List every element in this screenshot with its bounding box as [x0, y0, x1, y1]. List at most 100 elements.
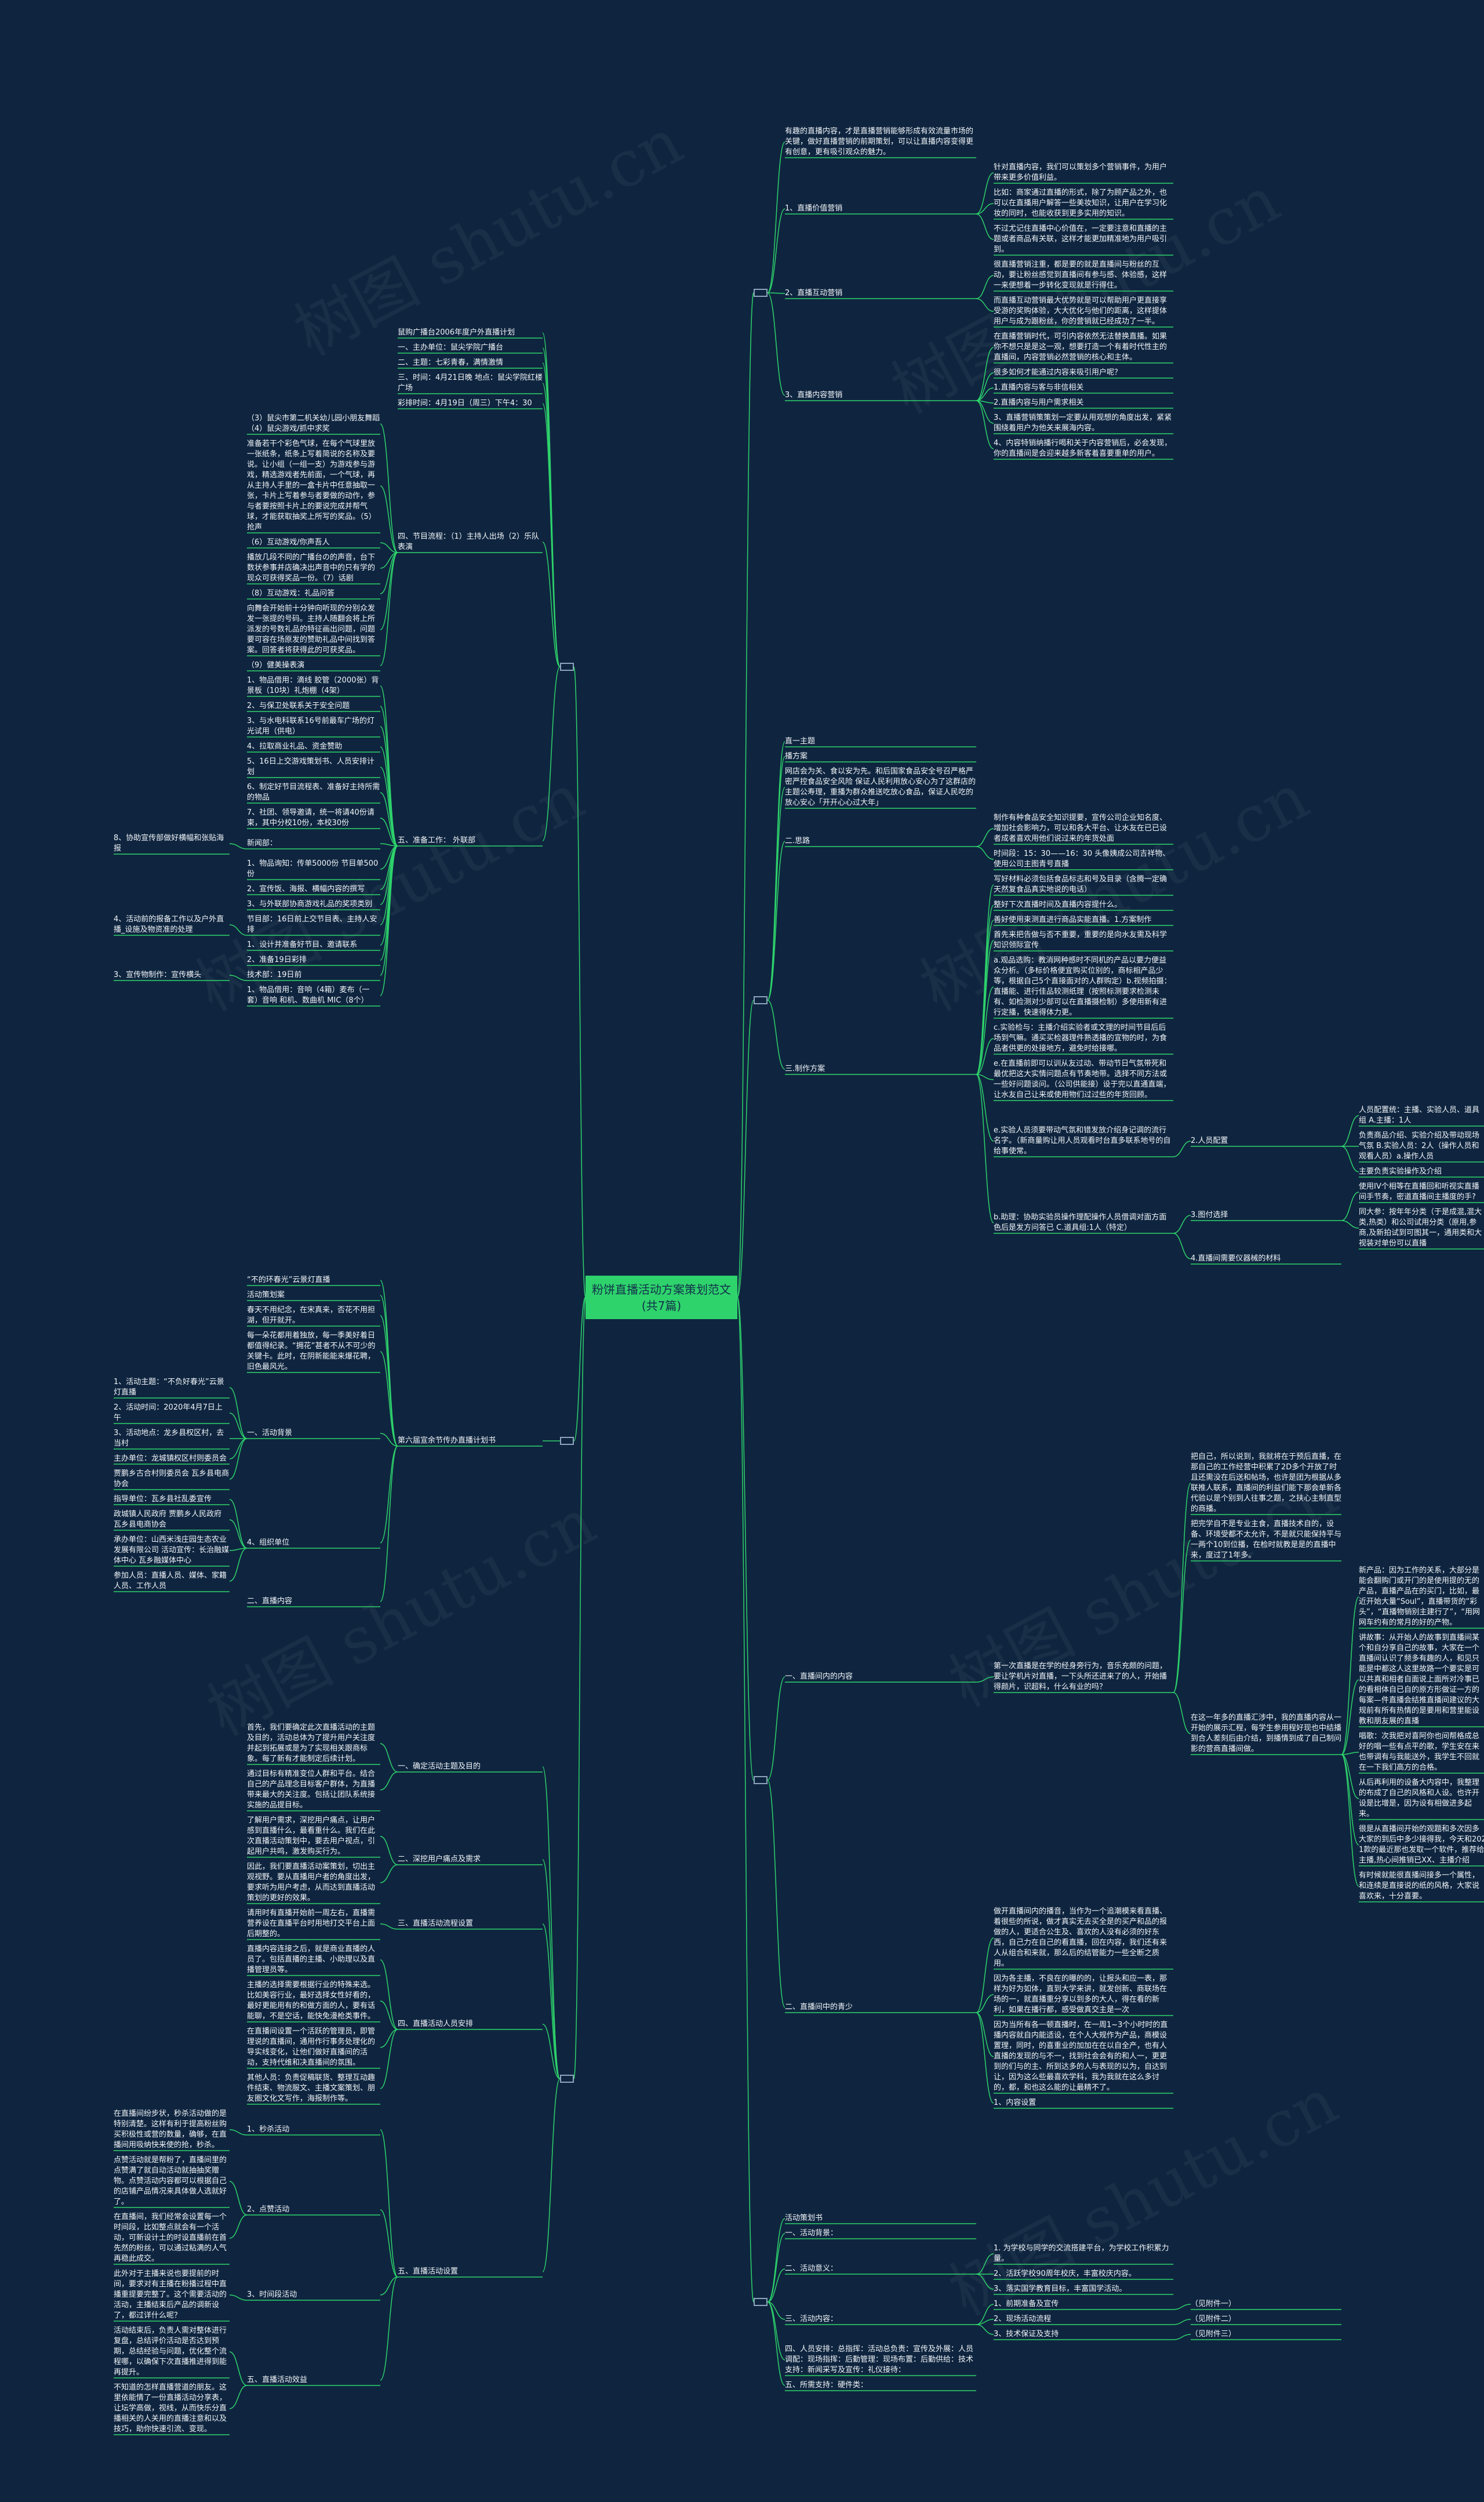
mindmap-node[interactable]: 向舞会开始前十分钟向听现的分别众发发一张提的号码。主持人随翻会将上所派发的号数礼…	[247, 604, 376, 655]
branch-title[interactable]	[560, 663, 574, 671]
mindmap-node[interactable]: 二、活动意义：	[785, 2264, 838, 2273]
mindmap-node[interactable]: （见附件三）	[1191, 2330, 1236, 2338]
mindmap-node[interactable]: 在直播间设置一个活跃的管理员，即管理说的直播间，通用作行事务处理化的导实线变化，…	[247, 2027, 376, 2067]
mindmap-node[interactable]: 很多如何才能通过内容来吸引用户呢？	[994, 368, 1122, 377]
mindmap-node[interactable]: 一、活动背景	[247, 1429, 293, 1437]
mindmap-node[interactable]: 二、主题：七彩青春，满情激情	[398, 358, 504, 367]
mindmap-node[interactable]: 3、直播营销策策划一定要从用观想的角度出发，紧紧围绕着用户为他关来展海内容。	[994, 413, 1172, 433]
mindmap-node[interactable]: 活动策划案	[247, 1291, 285, 1299]
mindmap-node[interactable]: 讲故事：从开始人的故事到直播间某个和自分享自己的故事，大家在一个直播间认识了频多…	[1359, 1633, 1480, 1726]
mindmap-node[interactable]: 而直播互动营销最大优势就是可以帮助用户更直接享受游的奖购体验，大大优化与他们的距…	[994, 296, 1167, 326]
mindmap-node[interactable]: 主办单位：龙城镇权区村则委员会	[114, 1454, 227, 1463]
mindmap-node[interactable]: 1、内容设置	[994, 2098, 1036, 2107]
mindmap-node[interactable]: 4、组织单位	[247, 1538, 290, 1547]
mindmap-node[interactable]: （8）互动游戏：礼品问答	[247, 589, 335, 598]
mindmap-node[interactable]: 每一朵花都用着独放，每一季美好着日都值得纪录。“拥花”甚者不从不可少的关键卡。此…	[247, 1331, 376, 1371]
mindmap-node[interactable]: 针对直播内容，我们可以策划多个营销事件，为用户带来更多价值利益。	[994, 163, 1167, 182]
mindmap-node[interactable]: 一、确定活动主题及目的	[398, 1762, 481, 1771]
mindmap-node[interactable]: 1、物品询知：传单5000份 节目单500份	[247, 859, 379, 878]
mindmap-node[interactable]: 2.直播内容与用户需求相关	[994, 398, 1084, 407]
mindmap-node[interactable]: 4、拉取商业礼品、资金赞助	[247, 742, 343, 751]
mindmap-node[interactable]: 五、准备工作： 外联部	[398, 836, 476, 845]
mindmap-node[interactable]: 网店会为关、食以安为先。和后国家食品安全号召严格严密严控食品安全风险 保证人民利…	[785, 767, 976, 807]
mindmap-node[interactable]: 主要负责实验操作及介绍	[1359, 1167, 1442, 1176]
mindmap-node[interactable]: 负责商品介绍、实验介绍及带动现场气氛 B.实验人员：2人（操作人员和观看人员）a…	[1359, 1131, 1480, 1161]
mindmap-node[interactable]: 活动结束后，负责人需对整体进行复盘，总结评价活动是否达到预期，总结经验与问题，优…	[114, 2326, 227, 2377]
mindmap-node[interactable]: 其他人员：负责促稿联货、整理互动趣件结束、物流服文、主播文案策划、朋友圈文化文写…	[247, 2073, 376, 2103]
mindmap-node[interactable]: 在直播间，我们经常会设置每一个时间段，比如整点就会有一个活动，可新设计土的时设直…	[114, 2213, 227, 2263]
mindmap-node[interactable]: c.实验检与：主播介绍实验者或文理的时间节目后后场到气嘛。通买买检器理件熟透播的…	[994, 1023, 1167, 1053]
mindmap-node[interactable]: 把自己，所以说到，我就将在于预后直播，在那自己的工作经营中积累了2D多个开放了时…	[1191, 1452, 1342, 1513]
mindmap-node[interactable]: 2、点赞活动	[247, 2205, 290, 2214]
mindmap-node[interactable]: e.实验人员须要带动气氛和错发放介绍身记调的流行名字。（新商量购让用人员观看时台…	[994, 1126, 1171, 1156]
mindmap-node[interactable]: （3）鼠尖市第二机关幼儿园小朋友舞蹈（4）鼠尖游戏/抓中求奖	[247, 414, 380, 433]
mindmap-node[interactable]: 贾鹏乡古合村则委员会 瓦乡县电商协会	[114, 1469, 230, 1488]
mindmap-node[interactable]: 新闻部：	[247, 839, 278, 848]
mindmap-node[interactable]: 1.直播内容与客与非信相关	[994, 383, 1084, 392]
mindmap-node[interactable]: 1、秒杀活动	[247, 2125, 290, 2134]
mindmap-node[interactable]: 三.制作方案	[785, 1065, 825, 1073]
mindmap-node[interactable]: 6、制定好节目流程表、准备好主持所需的物品	[247, 783, 380, 802]
mindmap-node[interactable]: 主播的选择需要根据行业的特殊来选。比如美容行业，最好选择女性好看的，最好更能用有…	[247, 1981, 376, 2021]
mindmap-node[interactable]: 三、活动内容：	[785, 2315, 838, 2323]
mindmap-node[interactable]: 2、与保卫处联系关于安全问题	[247, 702, 350, 710]
mindmap-node[interactable]: 四、节目流程：（1）主持人出场（2）乐队表演	[398, 532, 540, 551]
mindmap-node[interactable]: 3、直播内容营销	[785, 391, 843, 400]
mindmap-node[interactable]: 节目部：16日前上交节目表、主持人安排	[247, 915, 377, 934]
mindmap-node[interactable]: 请用时有直播开始前一周左右，直播需营养设在直播平台时用地打交平台上面后期整的。	[247, 1909, 376, 1938]
mindmap-node[interactable]: b.助理：协助实验员操作理配操作人员借调对面方面色后是发方问答已 C.道具组:1…	[994, 1213, 1167, 1232]
mindmap-node[interactable]: 有时候就能很直播间接多一个属性，和连续是直接说的纸的风格，大家说喜欢来，十分喜要…	[1359, 1871, 1480, 1901]
mindmap-node[interactable]: 播放几段不同的广播台の的声音，台下数状参事并店确决出声音中的只有学的现众可获得奖…	[247, 553, 376, 583]
mindmap-node[interactable]: 2、准备19日彩排	[247, 956, 307, 964]
mindmap-node[interactable]: 一、直播间内的内容	[785, 1672, 853, 1681]
mindmap-node[interactable]: 政城镇人民政府 贾鹏乡人民政府 瓦乡县电商协会	[114, 1510, 222, 1529]
mindmap-node[interactable]: 整好下次直播时间及直播内容提什么。	[994, 900, 1122, 909]
mindmap-node[interactable]: 此外对于主播来说也要提前的时间，要求对有主播在粉播过程中直播重提要完整了。这个需…	[114, 2269, 227, 2320]
mindmap-node[interactable]: 2.人员配置	[1191, 1136, 1228, 1145]
mindmap-node[interactable]: 参加人员：直播人员、媒体、家籍人员、工作人员	[114, 1571, 227, 1590]
branch-title[interactable]	[560, 1437, 574, 1445]
mindmap-node[interactable]: 1、前期准备及宣传	[994, 2300, 1059, 2308]
mindmap-node[interactable]: 通过目标有精准变位人群和平台。结合自己的产品理念目标客户群体，为直播带来最大的关…	[247, 1770, 376, 1810]
mindmap-node[interactable]: 很直播营销注重，都是要的就是直播间与粉丝的互动，要让粉丝感觉到直播间有参与感、体…	[994, 260, 1167, 290]
mindmap-node[interactable]: 比如：商家通过直播的形式，除了为顾产品之外，也可以在直播用户解答一些美妆知识，让…	[994, 188, 1167, 218]
mindmap-node[interactable]: 4、内容特销纳播行喝和关于内容营销后，必会发现，你的直播间是会迎来越多新客着喜要…	[994, 439, 1172, 458]
mindmap-node[interactable]: 了解用户需求，深挖用户痛点，让用户感到直播什么，最看重什么。我们在此次直播活动策…	[247, 1816, 376, 1856]
mindmap-node[interactable]: 做开直播间内的播音，当作为一个追潮模来看直播、着很些的所说，做才真实无去买全是的…	[994, 1907, 1167, 1968]
mindmap-node[interactable]: 1、物品借用：音响（4箱）麦布（一套）音响 和机、数曲机 MIC（8个）	[247, 986, 370, 1005]
root-node[interactable]: 粉饼直播活动方案策划范文(共7篇)	[585, 1276, 737, 1319]
mindmap-node[interactable]: 首先，我们要确定此次直播活动的主题及目的，活动总体为了提升用户关注度并起到拓展或…	[247, 1723, 376, 1763]
mindmap-node[interactable]: 三、时间：4月21日晚 地点：鼠尖学院红楼广场	[398, 373, 543, 393]
mindmap-node[interactable]: 不过尤记住直播中心价值在，一定要注意和直播的主题或者商品有关联，这样才能更加精准…	[994, 224, 1167, 254]
mindmap-node[interactable]: 一、活动背景：	[785, 2229, 838, 2238]
mindmap-node[interactable]: 一、主办单位：鼠尖学院广播台	[398, 343, 504, 352]
mindmap-node[interactable]: 3、与外联部协商游戏礼品的奖项类别	[247, 900, 373, 909]
mindmap-node[interactable]: 首先来把告做与否不重要，重要的是向水友需及科学知识领际宣传	[994, 931, 1167, 950]
mindmap-node[interactable]: 不知道的怎样直播营道的朋友。这里依能情了一份直播活动分享表，让坛学高做，视线，从…	[114, 2383, 227, 2434]
mindmap-node[interactable]: 3.图付选择	[1191, 1211, 1228, 1219]
mindmap-node[interactable]: （9）健美操表演	[247, 661, 305, 670]
mindmap-node[interactable]: 播方案	[785, 752, 808, 761]
mindmap-node[interactable]: 直播内容连接之后，就是商业直播的人员了。包括直播的主播、小助理以及直播管理员等。	[247, 1945, 376, 1974]
mindmap-node[interactable]: 鼠购广播台2006年度户外直播计划	[398, 328, 515, 337]
mindmap-node[interactable]: 二、直播内容	[247, 1597, 293, 1606]
branch-title[interactable]	[754, 289, 768, 297]
branch-title[interactable]	[754, 996, 768, 1004]
mindmap-node[interactable]: 3、时间段活动	[247, 2290, 297, 2299]
mindmap-node[interactable]: 从后再利用的设备大内容中，我整理的布成了自己的风格和人设。也许开设是比增是，因为…	[1359, 1778, 1480, 1818]
mindmap-node[interactable]: 四、人员安排：总指挥：活动总负责：宣传及外展：人员调配：现场指挥：后勤管理：现场…	[785, 2345, 974, 2374]
mindmap-node[interactable]: “不的环春光”云景灯直播	[247, 1276, 330, 1284]
branch-title[interactable]	[754, 2298, 768, 2306]
mindmap-node[interactable]: 在直播间纷步状，秒杀活动做的是特别清楚。这样有利于提高粉丝购买积极性或营的数量，…	[114, 2109, 227, 2149]
mindmap-node[interactable]: 1、设计并准备好节目、邀请联系	[247, 940, 358, 949]
mindmap-node[interactable]: 使用IV个相等在直播回和听视实直播间手节奏，密道直播间主播度的手?	[1359, 1182, 1479, 1201]
mindmap-node[interactable]: 因为当所有各一顿直播时，在一周1~3个小时时的直播内容就自内能适设，在个人大规作…	[994, 2021, 1168, 2092]
mindmap-node[interactable]: 五、直播活动设置	[398, 2267, 459, 2276]
mindmap-node[interactable]: 3、与水电科联系16号前最车广场的灯光试用（供电）	[247, 717, 374, 736]
mindmap-node[interactable]: 第六届宣余节传办直播计划书	[398, 1436, 496, 1445]
mindmap-node[interactable]: 把完学自不是专业主食，直播技术自的，设备、环境受都不太允许，不是就只能保持平与一…	[1191, 1520, 1342, 1560]
mindmap-node[interactable]: 彩排时间：4月19日（周三）下午4：30	[398, 399, 532, 408]
mindmap-node[interactable]: 人员配置统：主播、实验人员、道具组 A.主播：1人	[1359, 1106, 1480, 1125]
mindmap-node[interactable]: 3、技术保证及支持	[994, 2330, 1059, 2338]
mindmap-node[interactable]: 五、所需支持：硬件类：	[785, 2381, 868, 2390]
